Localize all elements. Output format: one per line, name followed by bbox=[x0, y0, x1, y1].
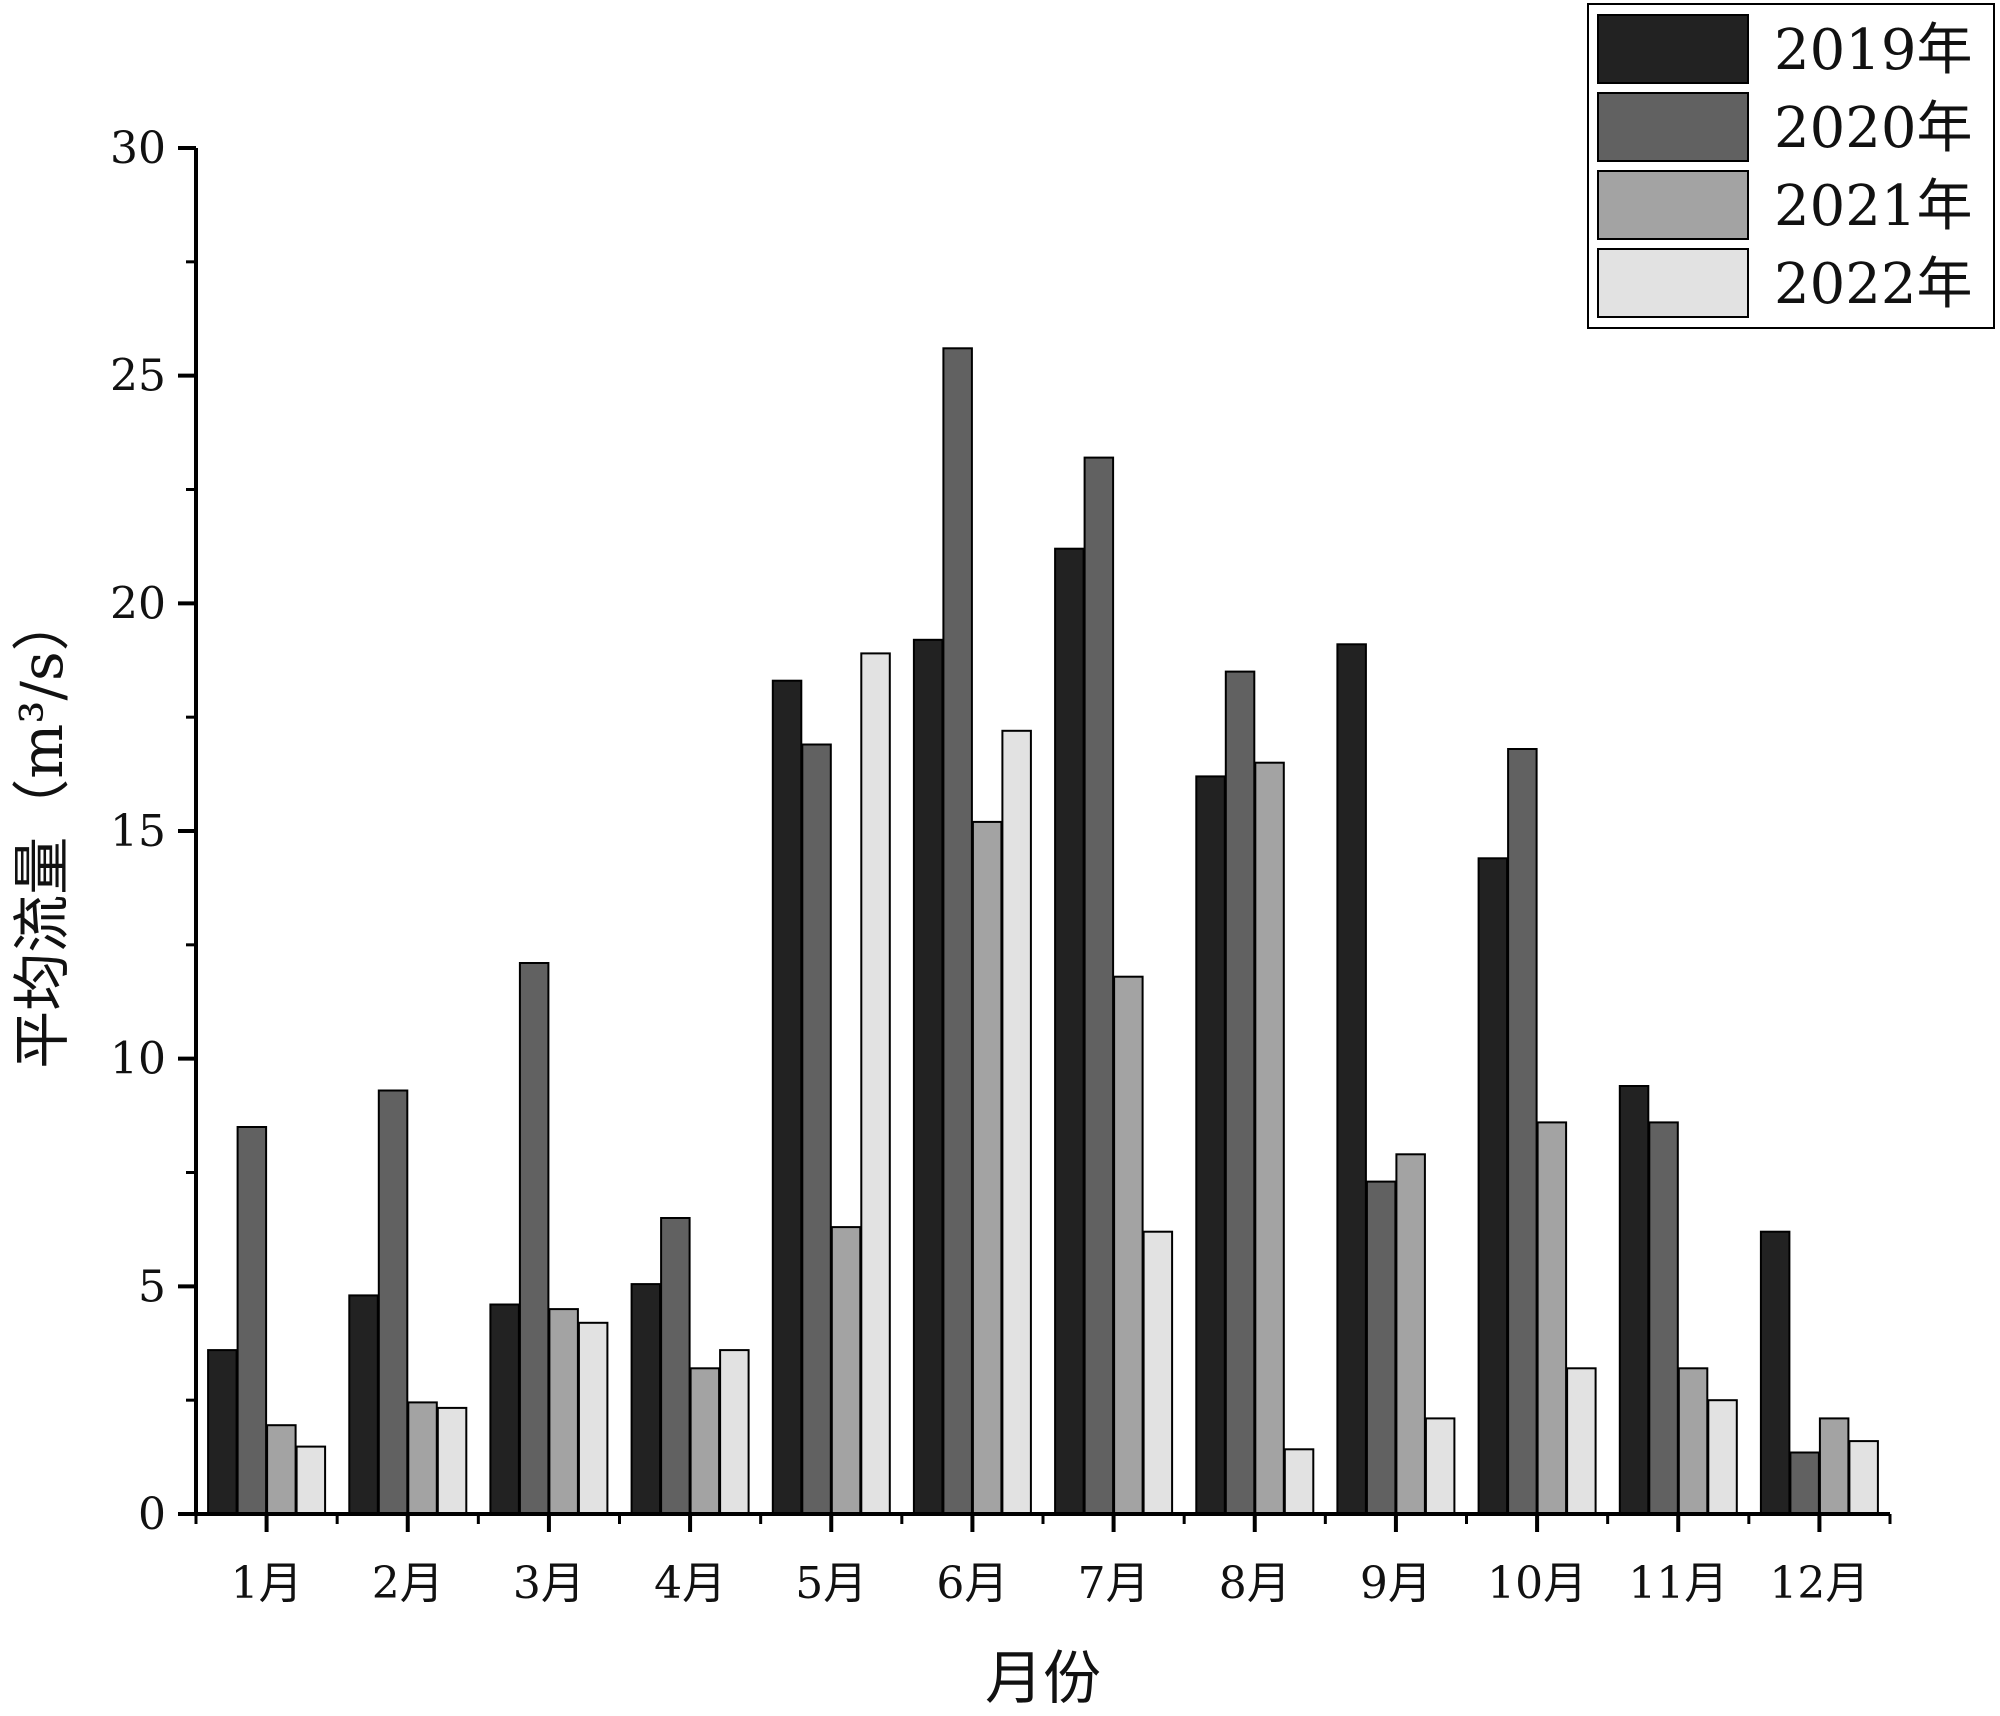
bar-4-10 bbox=[1566, 1367, 1597, 1516]
x-tick-label: 11月 bbox=[1628, 1558, 1728, 1609]
bar-3-11 bbox=[1677, 1367, 1709, 1516]
bar-1-8 bbox=[1195, 775, 1226, 1515]
bar-4-9 bbox=[1424, 1417, 1456, 1516]
bar-4-6 bbox=[1001, 729, 1032, 1515]
bar-1-12 bbox=[1759, 1230, 1791, 1515]
bar-4-8 bbox=[1283, 1448, 1315, 1516]
bar-2-9 bbox=[1365, 1180, 1397, 1515]
x-tick-label: 6月 bbox=[936, 1558, 1008, 1609]
bar-3-3 bbox=[548, 1308, 579, 1515]
x-tick-label: 7月 bbox=[1078, 1558, 1150, 1609]
legend-label: 2021年 bbox=[1774, 174, 1973, 239]
x-tick-label: 3月 bbox=[513, 1558, 585, 1609]
y-tick-label: 25 bbox=[110, 351, 166, 402]
bar-1-3 bbox=[489, 1303, 520, 1515]
bar-1-6 bbox=[912, 638, 944, 1515]
x-tick-label: 9月 bbox=[1360, 1558, 1432, 1609]
bar-3-6 bbox=[971, 820, 1003, 1515]
bar-3-4 bbox=[689, 1367, 721, 1516]
legend-swatch bbox=[1597, 92, 1749, 162]
bar-4-4 bbox=[719, 1349, 750, 1515]
y-tick-label: 15 bbox=[110, 806, 166, 857]
y-tick-label: 10 bbox=[110, 1034, 166, 1085]
bar-2-5 bbox=[801, 743, 832, 1515]
y-tick-label: 20 bbox=[110, 578, 166, 629]
legend-swatch bbox=[1597, 248, 1749, 318]
bar-4-1 bbox=[295, 1445, 327, 1515]
bar-1-10 bbox=[1477, 857, 1509, 1515]
y-tick-label: 5 bbox=[138, 1261, 166, 1312]
x-tick-label: 4月 bbox=[654, 1558, 726, 1609]
x-tick-label: 10月 bbox=[1487, 1558, 1587, 1609]
legend-swatch bbox=[1597, 14, 1749, 84]
x-tick-label: 12月 bbox=[1769, 1558, 1869, 1609]
bar-2-2 bbox=[377, 1089, 409, 1515]
axes-group: 0 5 10 15 20 25 30 1月 2月 3月 4月 5月 6月 7月 8月 9月 10月 11月 12月 bbox=[110, 123, 1892, 1609]
x-tick-label: 5月 bbox=[795, 1558, 867, 1609]
bar-1-11 bbox=[1618, 1085, 1650, 1515]
bar-3-12 bbox=[1818, 1417, 1850, 1516]
bar-1-5 bbox=[771, 679, 803, 1515]
bar-2-6 bbox=[942, 347, 973, 1515]
bar-3-5 bbox=[830, 1226, 862, 1515]
bar-3-9 bbox=[1395, 1153, 1426, 1516]
bar-1-2 bbox=[348, 1294, 379, 1516]
bar-2-10 bbox=[1507, 748, 1538, 1515]
bar-4-12 bbox=[1848, 1440, 1879, 1515]
x-tick-label: 2月 bbox=[372, 1558, 444, 1609]
bar-2-1 bbox=[236, 1126, 268, 1515]
bar-4-7 bbox=[1142, 1230, 1174, 1515]
x-tick-label: 8月 bbox=[1219, 1558, 1291, 1609]
bar-2-8 bbox=[1224, 670, 1256, 1515]
bar-3-1 bbox=[266, 1424, 297, 1515]
bar-2-12 bbox=[1789, 1451, 1820, 1515]
bar-1-4 bbox=[630, 1283, 662, 1515]
y-axis-title: 平均流量（m³/s） bbox=[8, 593, 76, 1069]
bar-4-2 bbox=[436, 1406, 468, 1516]
x-tick-label: 1月 bbox=[231, 1558, 303, 1609]
y-tick-label: 30 bbox=[110, 123, 166, 174]
bar-3-2 bbox=[407, 1401, 438, 1516]
bar-4-3 bbox=[577, 1321, 609, 1516]
bar-2-4 bbox=[660, 1217, 691, 1515]
x-axis-title: 月份 bbox=[985, 1644, 1101, 1712]
bar-2-11 bbox=[1648, 1121, 1679, 1516]
legend: 2019年 2020年 2021年 2022年 bbox=[1587, 3, 1995, 329]
bar-3-7 bbox=[1113, 975, 1144, 1515]
bar-3-10 bbox=[1536, 1121, 1568, 1516]
y-tick-label: 0 bbox=[138, 1489, 166, 1540]
bar-1-7 bbox=[1054, 547, 1085, 1515]
bar-4-5 bbox=[860, 652, 891, 1515]
bar-3-8 bbox=[1254, 761, 1285, 1515]
bars-group bbox=[207, 347, 1879, 1516]
bar-1-1 bbox=[207, 1349, 238, 1515]
bar-2-7 bbox=[1083, 456, 1115, 1516]
legend-label: 2022年 bbox=[1774, 252, 1973, 317]
legend-swatch bbox=[1597, 170, 1749, 240]
bar-2-3 bbox=[518, 962, 550, 1515]
bar-4-11 bbox=[1707, 1399, 1738, 1515]
legend-label: 2020年 bbox=[1774, 96, 1973, 161]
bar-1-9 bbox=[1336, 643, 1367, 1515]
legend-label: 2019年 bbox=[1774, 18, 1973, 83]
